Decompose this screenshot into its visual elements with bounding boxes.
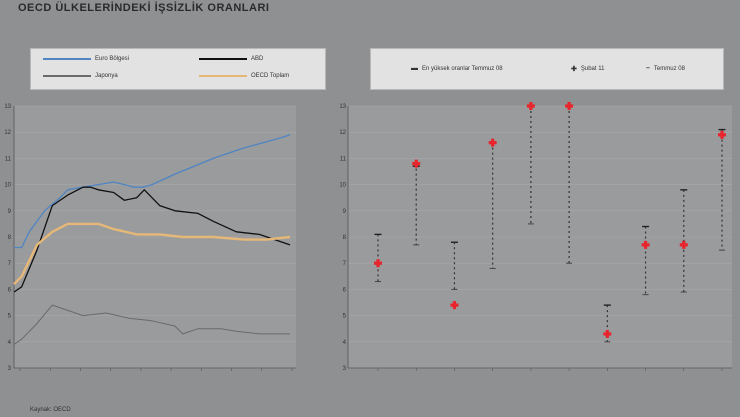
y-tick-label: 13 [340, 104, 347, 110]
y-tick-label: 9 [8, 209, 12, 215]
y-tick-label: 4 [8, 340, 12, 346]
y-tick-label: 4 [343, 340, 347, 346]
legend-item-oecd: OECD Toplam [199, 73, 289, 79]
y-tick-label: 8 [343, 235, 347, 241]
legend-marker-worst: ▬ [411, 65, 418, 72]
legend-label-japan: Japonya [95, 73, 118, 79]
marker-current [605, 329, 609, 338]
y-tick-label: 3 [8, 366, 12, 372]
marker-current [414, 159, 418, 168]
legend-swatch-usa [199, 58, 247, 60]
chart-title: OECD ÜLKELERİNDEKİ İŞSİZLİK ORANLARI [18, 2, 270, 14]
legend-marker-july08: – [646, 65, 650, 72]
line-chart: 3 4 5 6 7 8 9 10 11 12 13 [4, 104, 296, 372]
y-tick-label: 11 [5, 156, 12, 162]
legend-label-usa: ABD [251, 56, 264, 62]
y-tick-label: 12 [4, 130, 11, 136]
marker-current [452, 301, 457, 310]
legend-item-euro: Euro Bölgesi [43, 56, 129, 62]
series-line-usa [13, 186, 291, 293]
legend-swatch-euro [43, 58, 91, 60]
legend-item-usa: ABD [199, 56, 263, 62]
y-tick-label: 13 [4, 104, 11, 110]
legend-label-oecd: OECD Toplam [251, 73, 290, 79]
marker-current [682, 240, 686, 249]
marker-current [643, 240, 648, 249]
legend-item-japan: Japonya [43, 73, 118, 79]
legend-label-july08: Temmuz 08 [653, 65, 685, 72]
y-tick-label: 8 [8, 235, 12, 241]
legend-item-current: ✚ Şubat 11 [571, 65, 604, 73]
marker-current [491, 138, 495, 147]
series-line-japan [13, 304, 290, 345]
legend-item-july08: – Temmuz 08 [646, 65, 685, 72]
y-tick-label: 11 [340, 156, 347, 162]
y-tick-label: 5 [343, 314, 347, 320]
y-tick-label: 10 [4, 183, 11, 189]
y-tick-label: 7 [343, 261, 347, 267]
y-tick-label: 6 [343, 287, 347, 293]
legend-label-worst: En yüksek oranlar Temmuz 08 [422, 65, 503, 72]
marker-current [376, 259, 380, 268]
line-chart-legend: Euro Bölgesi Japonya ABD OECD Toplam [30, 48, 326, 90]
legend-swatch-japan [43, 75, 91, 77]
marker-current [529, 102, 533, 110]
series-line-euro [14, 134, 291, 249]
source-note: Kaynak: OECD [30, 407, 71, 413]
marker-current [567, 102, 571, 110]
y-tick-label: 5 [8, 314, 12, 320]
range-chart: 3 4 5 6 7 8 9 10 11 12 13 [340, 102, 732, 372]
marker-current [720, 130, 724, 139]
y-tick-label: 10 [340, 183, 347, 189]
series-line-oecd [13, 222, 291, 286]
y-tick-label: 12 [340, 130, 347, 136]
legend-swatch-oecd [199, 75, 247, 77]
range-chart-legend: ▬ En yüksek oranlar Temmuz 08 ✚ Şubat 11… [370, 48, 724, 90]
y-tick-label: 7 [8, 261, 12, 267]
legend-label-euro: Euro Bölgesi [95, 56, 130, 62]
y-tick-label: 6 [8, 287, 12, 293]
y-tick-label: 3 [343, 366, 347, 372]
legend-marker-current: ✚ [571, 66, 577, 73]
legend-item-worst: ▬ En yüksek oranlar Temmuz 08 [411, 65, 503, 72]
y-tick-label: 9 [343, 209, 347, 215]
legend-label-current: Şubat 11 [580, 66, 605, 72]
